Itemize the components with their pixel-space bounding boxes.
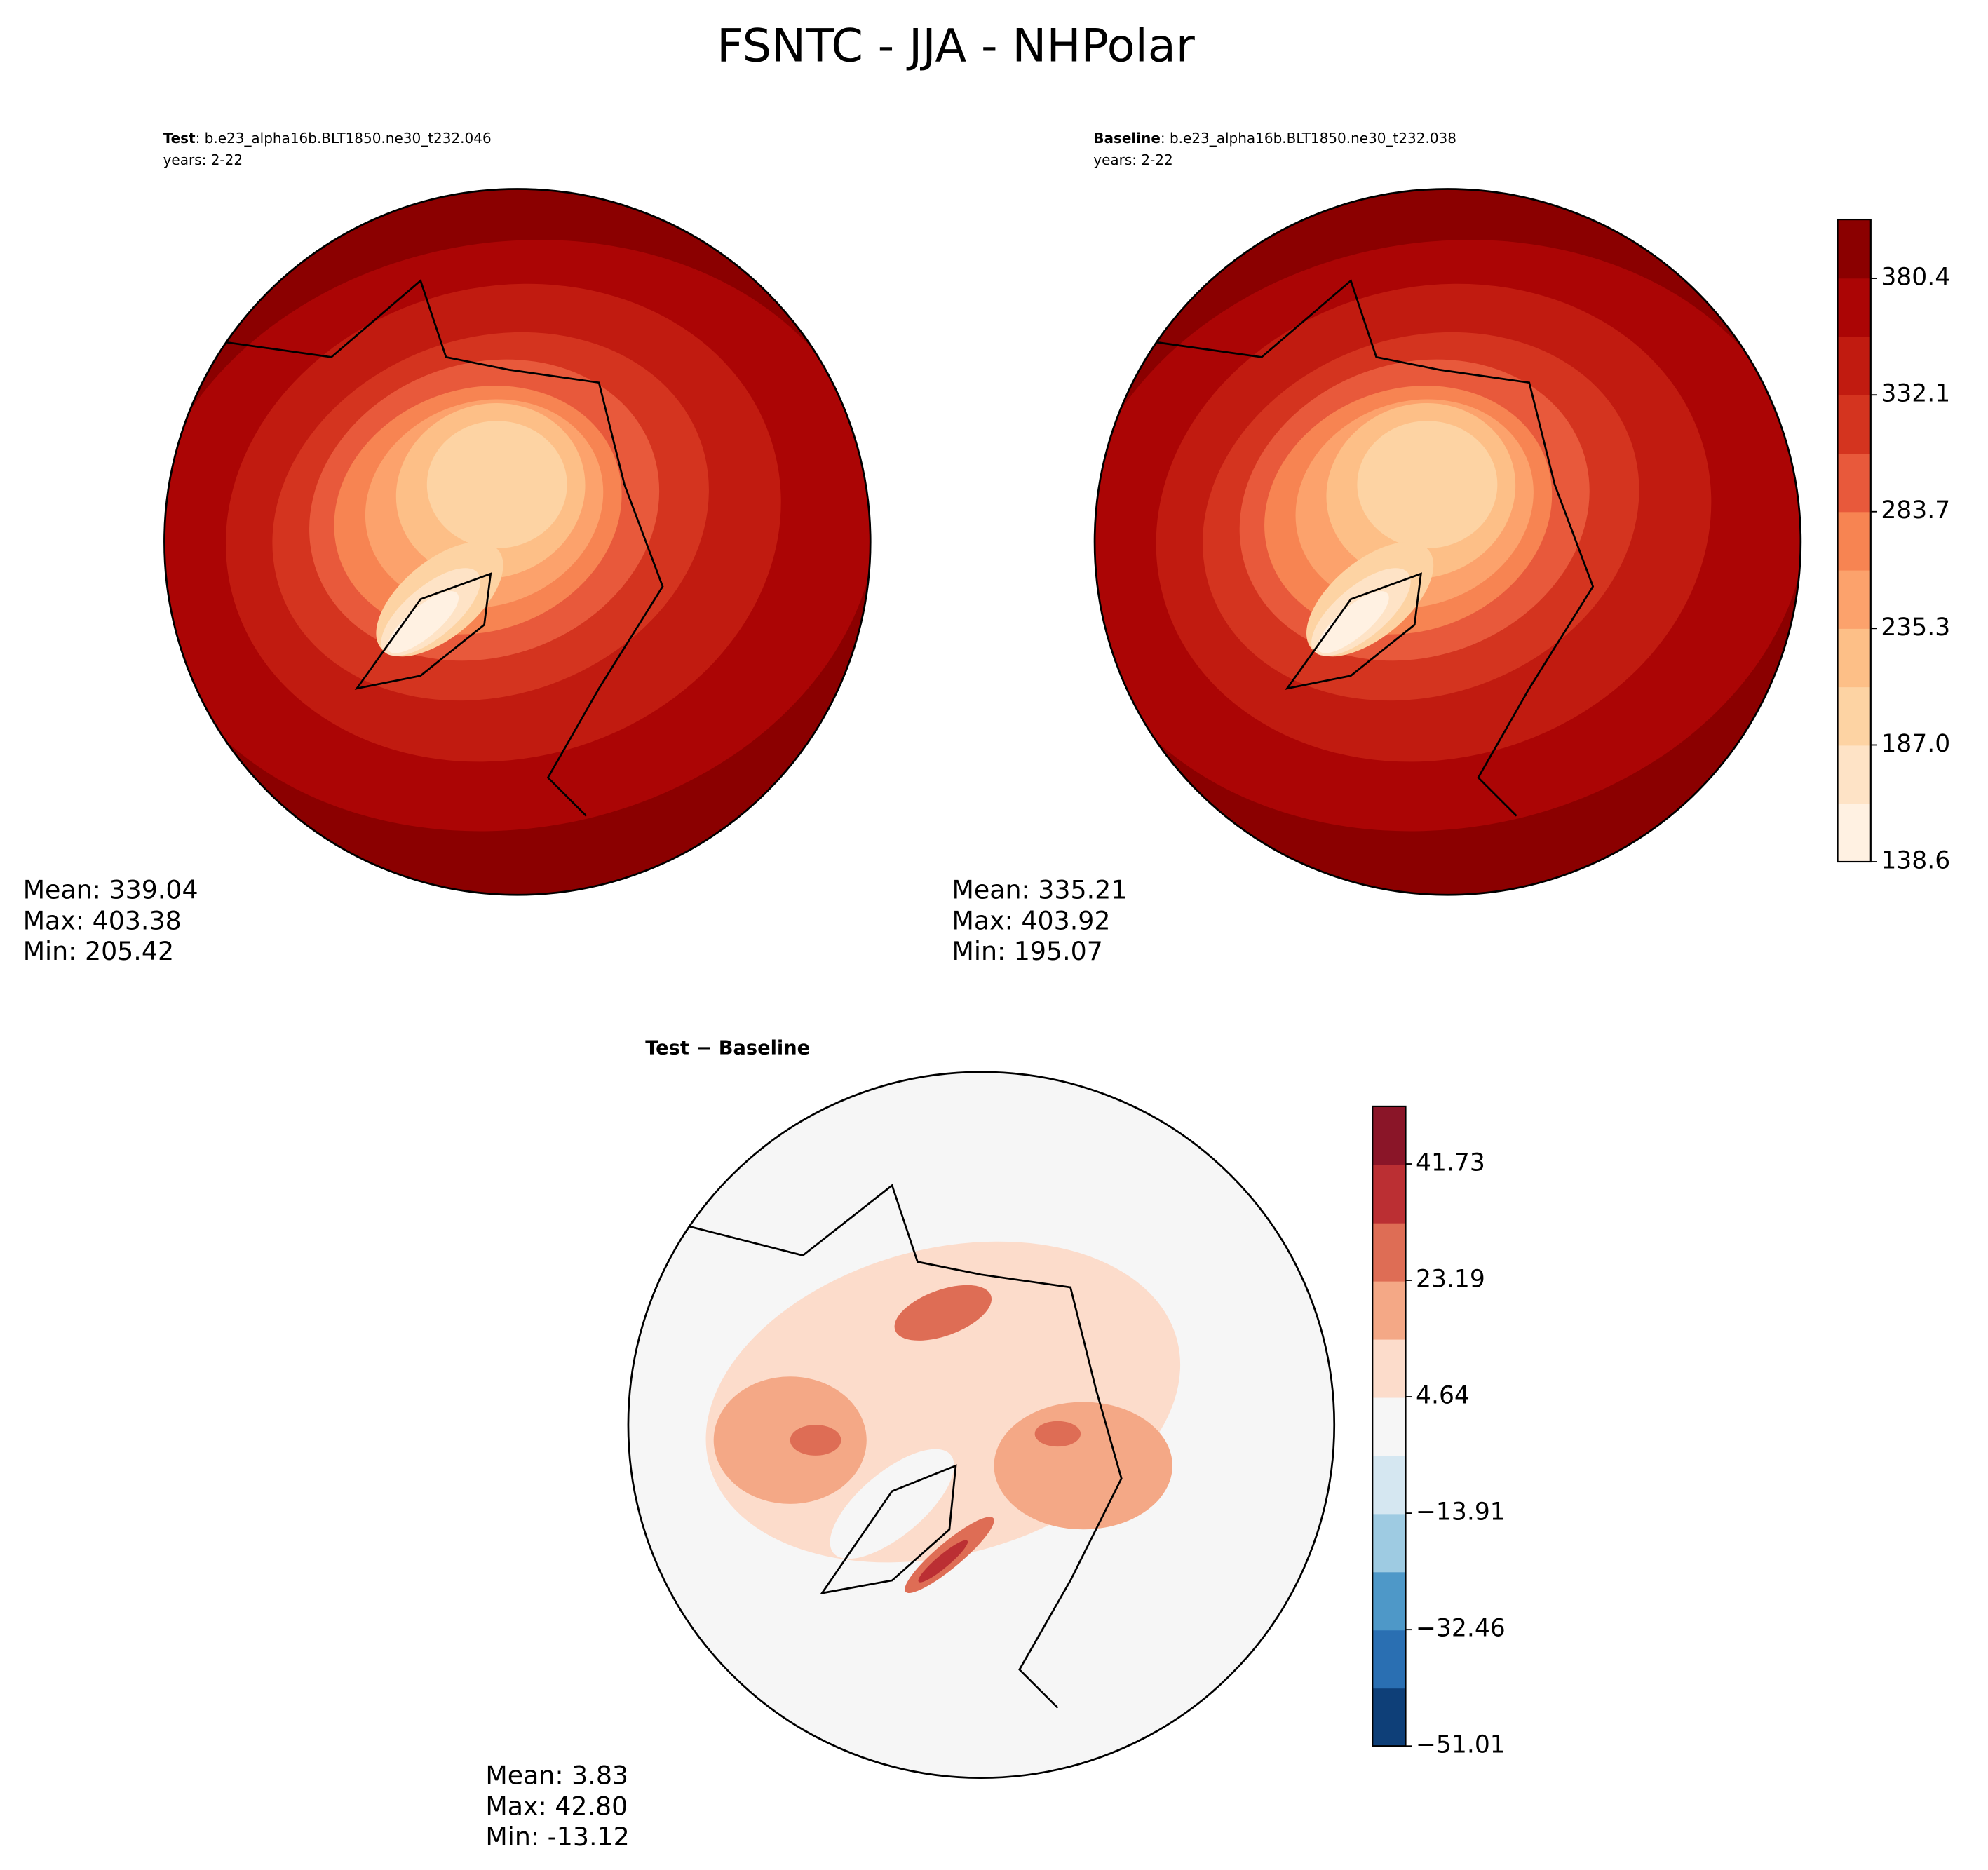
colorbar-frame [1372, 1105, 1407, 1747]
colorbar-band [1372, 1688, 1406, 1747]
colorbar-band [1372, 1571, 1406, 1631]
map-border [627, 1071, 1336, 1780]
field-region [1318, 591, 1389, 653]
colorbar-tick-label: −32.46 [1416, 1615, 1506, 1643]
maps [163, 188, 1802, 1780]
field-region [894, 1285, 992, 1341]
panel-years: years: 2-22 [1093, 151, 1172, 168]
map [628, 1071, 1334, 1778]
colorbar-band [1372, 1397, 1406, 1456]
coastline [354, 572, 492, 690]
field-region [1034, 1421, 1081, 1447]
map [1095, 189, 1801, 895]
colorbar-band [1837, 336, 1871, 395]
colorbar-band [1837, 628, 1871, 688]
panel-label: Test: b.e23_alpha16b.BLT1850.ne30_t232.0… [163, 130, 492, 147]
colorbar-band [1837, 453, 1871, 513]
field-region [790, 1425, 841, 1456]
colorbar-tick-label: 23.19 [1416, 1265, 1485, 1293]
stat: Min: -13.12 [485, 1822, 629, 1852]
colorbar-tick-label: 138.6 [1881, 847, 1950, 875]
stat: Mean: 339.04 [23, 875, 198, 905]
colorbar-band [1837, 394, 1871, 454]
stat: Mean: 335.21 [952, 875, 1128, 905]
panel-label: Baseline: b.e23_alpha16b.BLT1850.ne30_t2… [1093, 130, 1456, 147]
stat: Min: 205.42 [23, 936, 174, 966]
colorbar-band [1372, 1222, 1406, 1282]
colorbar-tick-label: 4.64 [1416, 1382, 1470, 1410]
stat: Max: 403.38 [23, 905, 182, 935]
colorbar-frame [1837, 218, 1872, 863]
colorbar-band [1837, 278, 1871, 337]
coastline [1285, 572, 1422, 690]
field-region [830, 1449, 954, 1559]
colorbar-tick-label: 187.0 [1881, 730, 1950, 758]
colorbar-band [1837, 686, 1871, 746]
colorbar-band [1372, 1164, 1406, 1224]
field-region [387, 591, 459, 653]
colorbar-band [1372, 1106, 1406, 1165]
colorbar-tick-label: 283.7 [1881, 496, 1950, 524]
stat: Mean: 3.83 [485, 1761, 628, 1791]
colorbar-band [1837, 745, 1871, 804]
colorbar-band [1372, 1513, 1406, 1573]
field-region [1357, 421, 1498, 548]
panel-case: : b.e23_alpha16b.BLT1850.ne30_t232.046 [196, 130, 492, 147]
colorbar-tick-label: −51.01 [1416, 1731, 1506, 1759]
colorbar-band [1372, 1630, 1406, 1689]
panel-title: Test − Baseline [645, 1037, 810, 1059]
coastline [222, 278, 664, 817]
colorbar-tick-label: 380.4 [1881, 264, 1950, 292]
field-region [426, 421, 567, 548]
map [164, 189, 871, 895]
colorbar-band [1837, 511, 1871, 571]
colorbar-band [1837, 219, 1871, 279]
panel-years: years: 2-22 [163, 151, 243, 168]
colorbar-band [1372, 1280, 1406, 1340]
map-border [1093, 188, 1802, 896]
colorbar-tick-label: −13.91 [1416, 1498, 1506, 1526]
colorbar-band [1372, 1339, 1406, 1398]
colorbar-band [1372, 1455, 1406, 1515]
colorbar-tick-label: 41.73 [1416, 1149, 1485, 1177]
panel-case: : b.e23_alpha16b.BLT1850.ne30_t232.038 [1161, 130, 1456, 147]
colorbar-band [1837, 569, 1871, 629]
map-border [163, 188, 872, 896]
colorbar-band [1837, 803, 1871, 862]
colorbar-tick-label: 332.1 [1881, 380, 1950, 408]
field-region [994, 1402, 1172, 1530]
stat: Min: 195.07 [952, 936, 1103, 966]
coastline [1153, 278, 1595, 817]
stat: Max: 42.80 [485, 1791, 628, 1821]
stat: Max: 403.92 [952, 905, 1111, 935]
field-region [918, 1540, 968, 1583]
panel-name: Test [163, 130, 196, 147]
coastline [688, 1184, 1123, 1709]
panel-name: Baseline [1093, 130, 1161, 147]
colorbar-tick-label: 235.3 [1881, 614, 1950, 642]
figure-title: FSNTC - JJA - NHPolar [717, 20, 1195, 73]
